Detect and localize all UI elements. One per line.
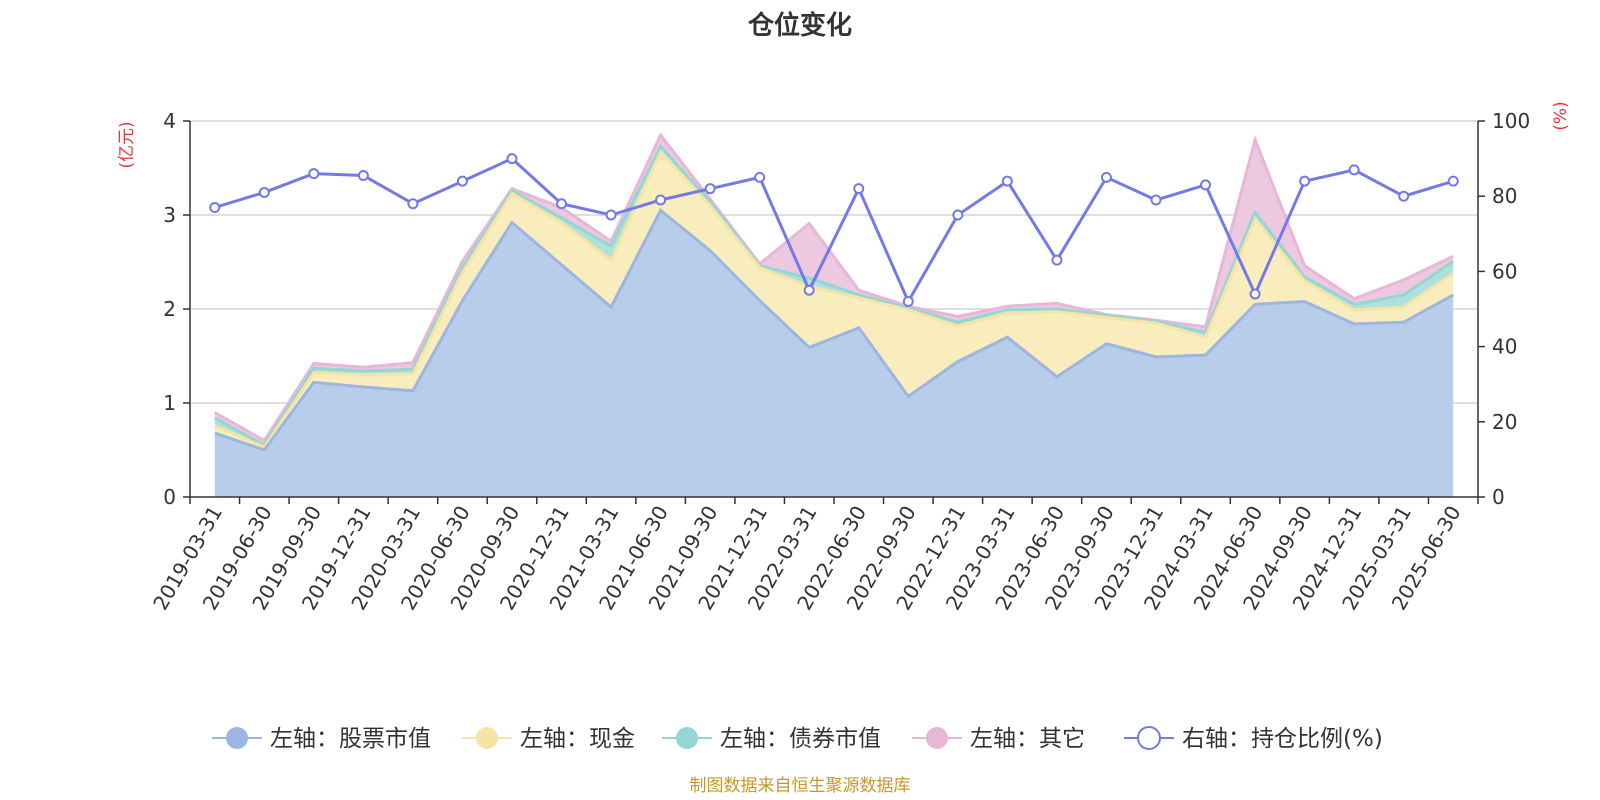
ratio-point xyxy=(456,175,468,187)
ratio-point xyxy=(1447,175,1459,187)
legend-item[interactable]: 左轴：债券市值 xyxy=(662,726,881,752)
left-axis-tick-label: 1 xyxy=(163,391,176,415)
legend-marker xyxy=(226,727,248,749)
ratio-point xyxy=(853,183,865,195)
ratio-point xyxy=(1348,164,1360,176)
legend-label: 右轴：持仓比例(%) xyxy=(1182,726,1383,752)
legend-label: 左轴：债券市值 xyxy=(720,726,881,752)
ratio-point xyxy=(407,198,419,210)
right-axis-tick-label: 40 xyxy=(1492,335,1517,359)
ratio-point xyxy=(704,183,716,195)
ratio-point xyxy=(1150,194,1162,206)
ratio-line-path xyxy=(214,156,1454,305)
ratio-point xyxy=(1299,175,1311,187)
legend-item[interactable]: 左轴：其它 xyxy=(912,726,1085,752)
right-axis-tick-label: 80 xyxy=(1492,184,1517,208)
legend-item[interactable]: 左轴：现金 xyxy=(462,726,635,752)
ratio-point xyxy=(258,186,270,198)
legend-label: 左轴：现金 xyxy=(520,726,635,752)
area-左轴：现金 xyxy=(214,152,1454,450)
right-axis-tick-label: 60 xyxy=(1492,259,1517,283)
ratio-point xyxy=(308,168,320,180)
legend-item[interactable]: 右轴：持仓比例(%) xyxy=(1124,726,1383,752)
ratio-point xyxy=(803,284,815,296)
ratio-point xyxy=(902,295,914,307)
right-axis-unit: (%) xyxy=(1551,101,1571,130)
legend-marker xyxy=(676,727,698,749)
ratio-point xyxy=(1051,254,1063,266)
right-axis-tick-label: 20 xyxy=(1492,410,1517,434)
source-note: 制图数据来自恒生聚源数据库 xyxy=(690,776,911,796)
ratio-point xyxy=(952,209,964,221)
legend: 左轴：股票市值 左轴：现金 左轴：债券市值 左轴：其它 右轴：持仓比例(%) xyxy=(212,726,1383,752)
ratio-point xyxy=(655,194,667,206)
right-axis-tick-label: 0 xyxy=(1492,485,1505,509)
area-edge-左轴：债券市值 xyxy=(214,143,1455,448)
ratio-point xyxy=(1100,171,1112,183)
ratio-point xyxy=(1398,190,1410,202)
legend-label: 左轴：股票市值 xyxy=(270,726,431,752)
ratio-point xyxy=(605,209,617,221)
legend-label: 左轴：其它 xyxy=(970,726,1085,752)
ratio-point xyxy=(1001,175,1013,187)
ratio-point xyxy=(1200,179,1212,191)
left-axis-tick-label: 2 xyxy=(163,297,176,321)
chart-title: 仓位变化 xyxy=(747,10,852,41)
legend-marker xyxy=(476,727,498,749)
right-axis-tick-label: 100 xyxy=(1492,109,1530,133)
ratio-point xyxy=(506,153,518,165)
area-edge-左轴：其它 xyxy=(214,132,1454,443)
position-ratio-line xyxy=(209,153,1459,307)
legend-marker xyxy=(926,727,948,749)
area-edge-左轴：现金 xyxy=(214,149,1455,450)
left-axis-unit: (亿元) xyxy=(117,121,137,168)
left-axis-tick-label: 4 xyxy=(163,109,176,133)
ratio-point xyxy=(209,201,221,213)
ratio-point xyxy=(1249,288,1261,300)
legend-marker xyxy=(1137,726,1161,750)
area-edge-左轴：股票市值 xyxy=(214,207,1454,452)
area-左轴：股票市值 xyxy=(214,210,1454,498)
ratio-point xyxy=(357,170,369,182)
stacked-areas xyxy=(214,132,1455,498)
ratio-point xyxy=(556,198,568,210)
left-axis-tick-label: 3 xyxy=(163,203,176,227)
ratio-point xyxy=(754,171,766,183)
legend-item[interactable]: 左轴：股票市值 xyxy=(212,726,431,752)
left-axis-tick-label: 0 xyxy=(163,485,176,509)
